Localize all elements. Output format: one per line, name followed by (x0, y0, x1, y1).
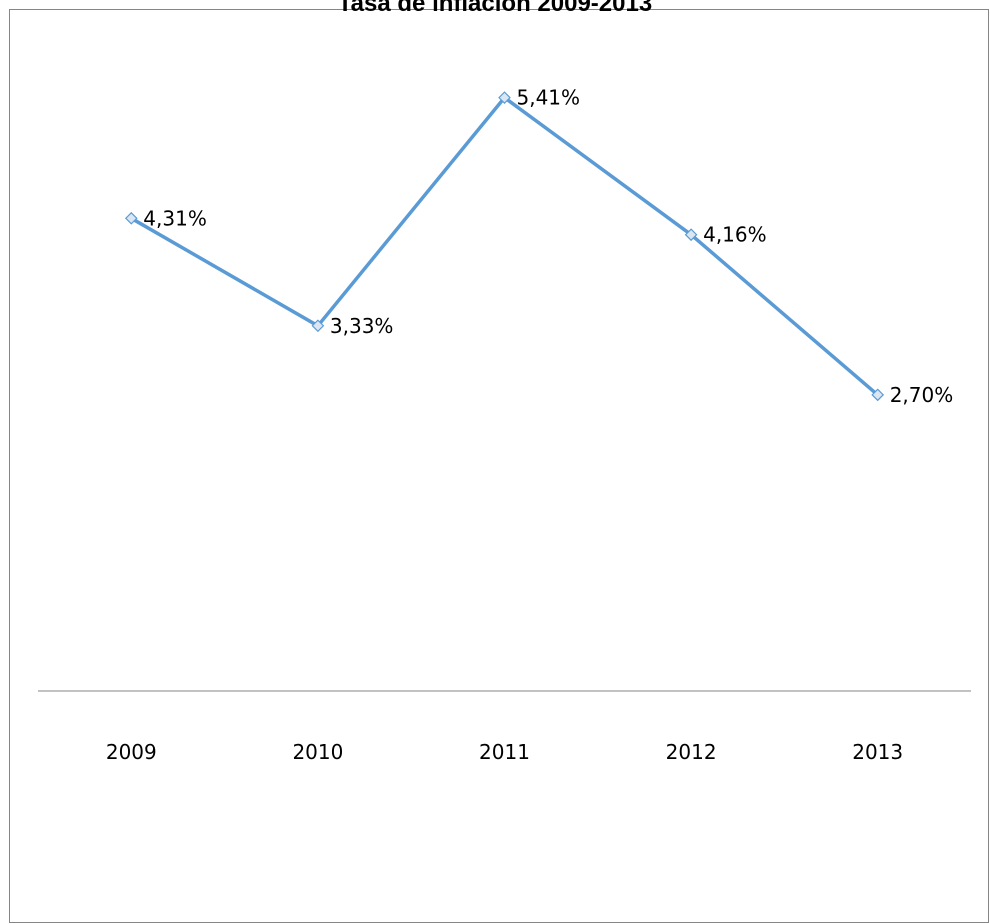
data-labels: 4,31% 3,33% 5,41% 4,16% 2,70% (143, 86, 953, 407)
x-tick-label-2013: 2013 (852, 740, 903, 764)
data-point-2011 (498, 91, 511, 104)
data-label-2011: 5,41% (517, 86, 581, 110)
data-label-2013: 2,70% (890, 383, 954, 407)
x-tick-label-2010: 2010 (292, 740, 343, 764)
data-point-2012 (684, 228, 698, 242)
data-label-2009: 4,31% (143, 206, 207, 230)
data-point-2010 (311, 319, 325, 333)
x-tick-label-2011: 2011 (479, 740, 530, 764)
x-tick-label-2012: 2012 (666, 740, 717, 764)
markers (124, 91, 885, 402)
data-label-2010: 3,33% (330, 314, 394, 338)
data-label-2012: 4,16% (703, 223, 767, 247)
x-tick-label-2009: 2009 (106, 740, 157, 764)
data-point-2009 (124, 211, 138, 225)
chart-title: Tasa de inflación 2009-2013 (337, 0, 653, 17)
data-point-2013 (871, 388, 885, 402)
x-tick-labels: 2009 2010 2011 2012 2013 (106, 740, 903, 764)
chart-frame (9, 9, 989, 923)
